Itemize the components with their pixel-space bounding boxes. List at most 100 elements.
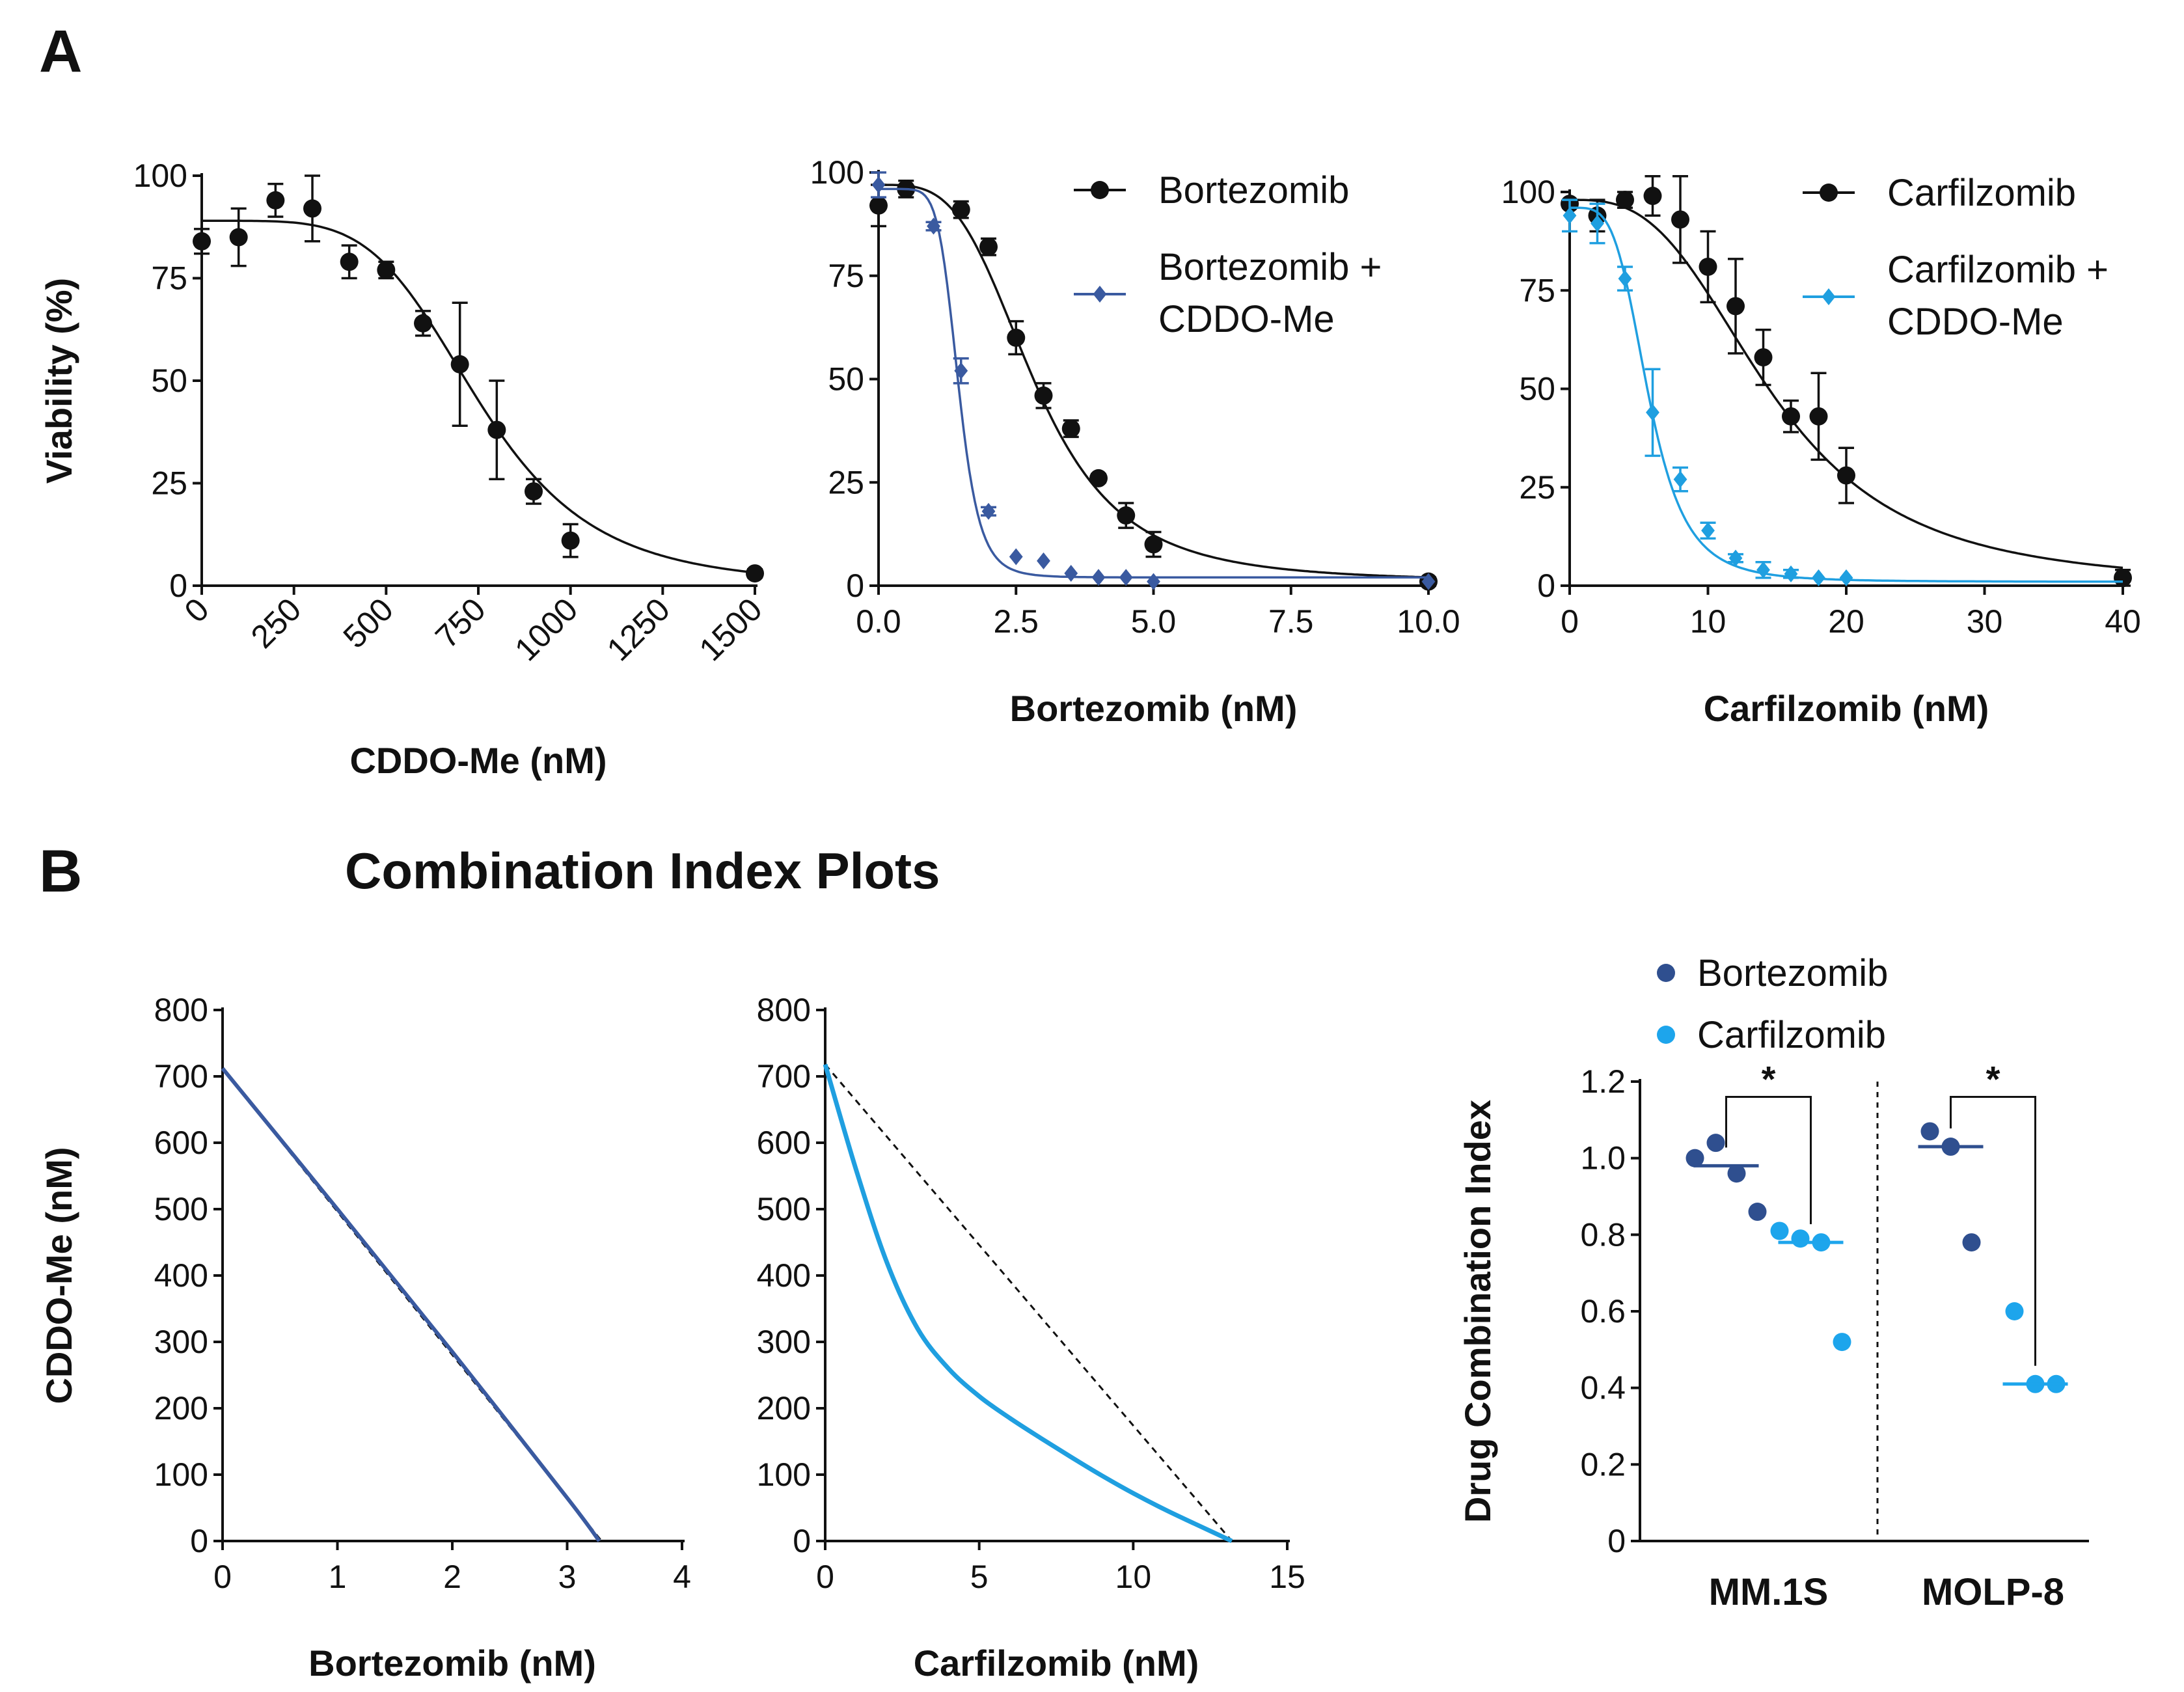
y-tick-label: 0 — [169, 567, 187, 604]
significance-star: * — [1986, 1059, 2000, 1100]
data-point — [1643, 187, 1662, 206]
isobologram-carfilzomib: 0 100 200 300 400 500 600 700 800 0 5 10 15 Carfilzom… — [757, 992, 1305, 1684]
data-point — [1064, 564, 1078, 582]
y-tick-label: 300 — [154, 1324, 208, 1360]
ci-point — [1748, 1203, 1767, 1221]
data-point — [1091, 569, 1106, 586]
data-point — [1147, 573, 1160, 590]
data-point — [561, 531, 580, 550]
data-point — [1646, 403, 1659, 421]
fit-curve-0 — [202, 219, 756, 574]
x-axis-label: Bortezomib (nM) — [1010, 688, 1298, 729]
data-point — [951, 200, 970, 219]
y-tick-label: 75 — [1519, 272, 1555, 308]
data-point — [1812, 569, 1825, 586]
x-axis-label: Bortezomib (nM) — [308, 1643, 596, 1684]
y-tick-label: 75 — [151, 260, 187, 297]
data-point — [1671, 210, 1689, 229]
y-tick-label: 25 — [151, 465, 187, 502]
isobologram-curve — [221, 1067, 601, 1542]
data-point — [1809, 407, 1828, 426]
data-point — [746, 564, 764, 583]
data-point — [1563, 207, 1577, 225]
data-point — [340, 252, 359, 271]
y-tick-label: 0.2 — [1580, 1446, 1626, 1482]
data-point — [1089, 469, 1108, 487]
data-point — [1756, 561, 1770, 579]
data-point — [1616, 191, 1634, 210]
y-tick-label: 25 — [1519, 469, 1555, 506]
y-tick-label: 500 — [154, 1191, 208, 1227]
y-tick-label: 100 — [154, 1456, 208, 1493]
legend-marker — [1822, 288, 1836, 305]
x-tick-label: 1 — [329, 1559, 347, 1595]
data-point — [1590, 215, 1604, 232]
y-tick-label: 200 — [154, 1390, 208, 1426]
x-tick-label: 20 — [1828, 603, 1864, 640]
y-tick-label: 800 — [154, 992, 208, 1028]
data-point — [525, 482, 543, 501]
x-tick-label: 10 — [1115, 1559, 1152, 1595]
y-tick-label: 100 — [133, 157, 187, 194]
y-tick-label: 400 — [154, 1257, 208, 1294]
data-point — [1727, 297, 1745, 316]
y-tick-label: 0 — [1607, 1523, 1626, 1559]
y-tick-label: 100 — [757, 1456, 811, 1493]
data-point — [1007, 329, 1026, 347]
legend-label: Bortezomib + — [1158, 246, 1382, 288]
y-tick-label: 0 — [190, 1523, 208, 1559]
y-tick-label: 0 — [1537, 567, 1555, 604]
significance-bracket — [1950, 1096, 2036, 1366]
data-point — [414, 314, 432, 333]
x-tick-label: 7.5 — [1268, 603, 1314, 640]
data-point — [1009, 548, 1023, 566]
x-tick-label: 15 — [1269, 1559, 1305, 1595]
ci-point — [1770, 1221, 1789, 1240]
x-tick-label: 30 — [1967, 603, 2003, 640]
data-point — [1837, 466, 1855, 485]
data-point — [981, 502, 996, 520]
data-point — [229, 228, 248, 247]
legend-label: Bortezomib — [1158, 169, 1349, 212]
x-tick-label: 1000 — [508, 591, 584, 668]
legend-marker — [1093, 286, 1107, 303]
x-tick-label: 500 — [336, 591, 401, 655]
data-point — [377, 260, 396, 279]
y-tick-label: 50 — [151, 362, 187, 399]
ci-point — [1686, 1149, 1704, 1167]
legend-label: Carfilzomib + — [1887, 249, 2109, 291]
data-point — [1754, 348, 1773, 367]
legend-marker — [1820, 184, 1838, 202]
data-point — [927, 217, 940, 235]
data-point — [450, 355, 469, 374]
viability-chart-bortezomib: 0 25 50 75 100 0.0 2.5 5.0 7.5 10.0 Bortezomib (nM… — [810, 154, 1460, 729]
data-point — [1782, 407, 1800, 426]
legend-label: Carfilzomib — [1697, 1014, 1886, 1056]
data-point — [1699, 257, 1717, 276]
section-title: Combination Index Plots — [345, 842, 940, 899]
data-point — [1839, 569, 1853, 586]
x-tick-label: 0.0 — [856, 603, 901, 640]
legend-label: CDDO-Me — [1887, 301, 2064, 343]
data-point — [193, 232, 211, 251]
data-point — [1117, 506, 1136, 525]
y-axis-label: Viability (%) — [38, 278, 79, 484]
x-tick-label: 5.0 — [1131, 603, 1177, 640]
data-point — [266, 191, 285, 210]
y-tick-label: 25 — [828, 464, 864, 500]
combination-index-scatter: 0 0.2 0.4 0.6 0.8 1.0 1.2 Drug Combination Inde… — [1457, 952, 2089, 1613]
ci-point — [1727, 1164, 1746, 1183]
category-label: MM.1S — [1709, 1571, 1829, 1613]
y-tick-label: 500 — [757, 1191, 811, 1227]
x-tick-label: 250 — [244, 591, 308, 655]
ci-point — [1791, 1229, 1810, 1248]
y-tick-label: 100 — [810, 154, 864, 191]
y-tick-label: 600 — [154, 1125, 208, 1161]
y-tick-label: 50 — [1519, 371, 1555, 407]
x-tick-label: 1500 — [692, 591, 769, 668]
data-point — [487, 420, 506, 439]
y-tick-label: 0.8 — [1580, 1216, 1626, 1253]
y-tick-label: 600 — [757, 1125, 811, 1161]
